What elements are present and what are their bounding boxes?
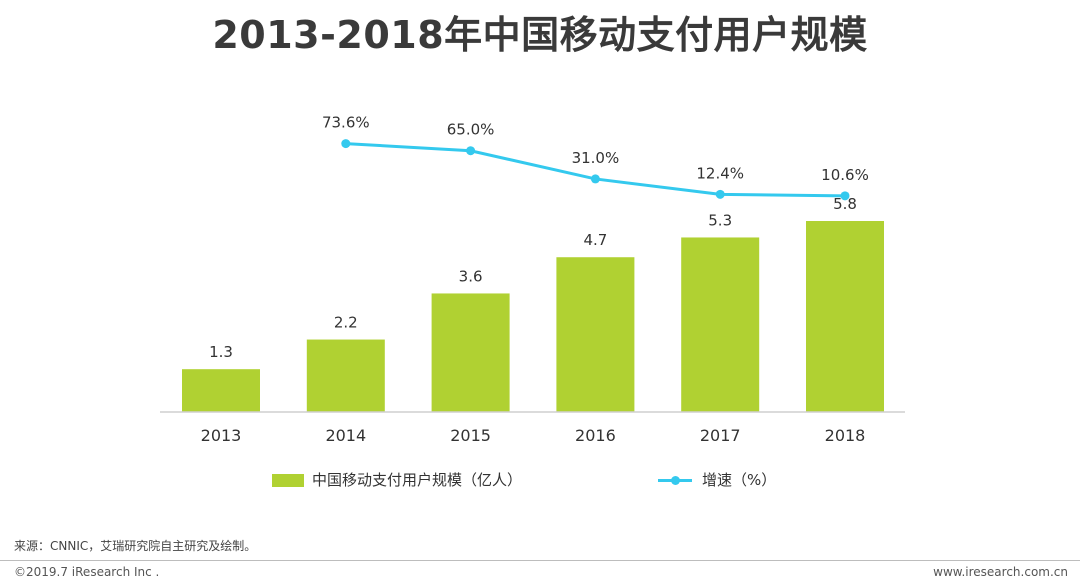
bar-2016 (556, 257, 635, 412)
bar-2014 (306, 339, 385, 412)
growth-value-label-2018: 10.6% (821, 166, 869, 184)
legend-line-label: 增速（%） (702, 471, 777, 489)
bar-2015 (431, 293, 510, 412)
growth-line-layer (341, 139, 850, 201)
x-tick-label-2013: 2013 (201, 426, 242, 445)
growth-value-label-2014: 73.6% (322, 114, 370, 132)
x-tick-label-2016: 2016 (575, 426, 616, 445)
bar-value-label-2013: 1.3 (209, 343, 233, 361)
bar-value-label-2017: 5.3 (708, 211, 732, 229)
bar-value-label-2016: 4.7 (583, 231, 607, 249)
x-tick-label-2014: 2014 (325, 426, 366, 445)
growth-point-2015 (466, 146, 476, 156)
footer-divider (0, 560, 1080, 561)
website-text: www.iresearch.com.cn (933, 565, 1068, 579)
bars-layer (182, 221, 884, 412)
growth-value-label-2015: 65.0% (447, 121, 495, 139)
labels-layer: 1.3 2013 2.2 2014 3.6 2015 4.7 2016 5.3 2017 5.8 20… (201, 114, 869, 445)
chart-title: 2013-2018年中国移动支付用户规模 (212, 13, 868, 57)
bar-value-label-2015: 3.6 (459, 267, 483, 285)
x-tick-label-2017: 2017 (700, 426, 741, 445)
growth-value-label-2017: 12.4% (696, 164, 744, 182)
x-tick-label-2015: 2015 (450, 426, 491, 445)
growth-point-2014 (341, 139, 351, 149)
source-note: 来源：CNNIC，艾瑞研究院自主研究及绘制。 (14, 539, 257, 553)
bar-2017 (681, 237, 760, 412)
legend-line-dot (671, 476, 680, 485)
copyright-text: ©2019.7 iResearch Inc . (14, 565, 160, 579)
bar-value-label-2018: 5.8 (833, 195, 857, 213)
bar-value-label-2014: 2.2 (334, 314, 358, 332)
legend-bar-label: 中国移动支付用户规模（亿人） (312, 471, 523, 489)
growth-point-2017 (715, 189, 725, 199)
growth-point-2016 (590, 174, 600, 184)
legend-bar-swatch (272, 474, 304, 487)
growth-value-label-2016: 31.0% (572, 149, 620, 167)
bar-2018 (806, 221, 884, 412)
bar-2013 (182, 369, 260, 412)
growth-point-2018 (840, 191, 850, 201)
x-tick-label-2018: 2018 (825, 426, 866, 445)
